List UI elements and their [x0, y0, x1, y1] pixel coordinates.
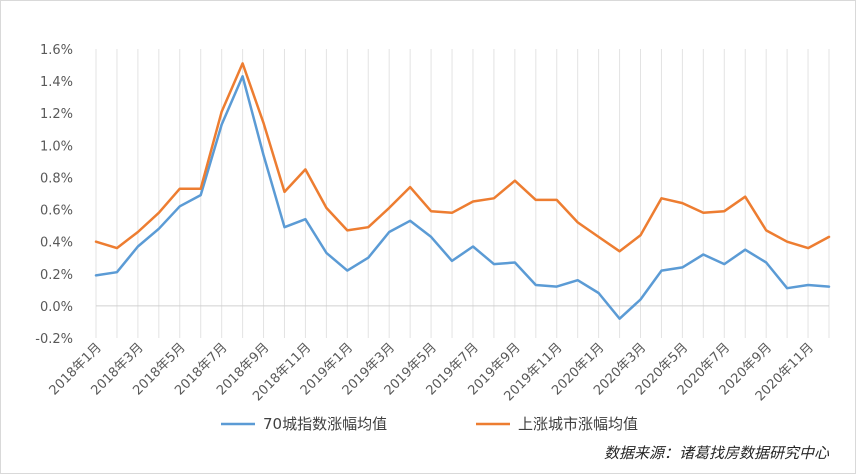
series-line-2	[94, 62, 831, 253]
legend-label-2: 上涨城市涨幅均值	[518, 415, 638, 433]
y-axis: -0.2% 0.0% 0.2% 0.4% 0.6% 0.8% 1.0% 1.2% 1.4% 1.6…	[35, 43, 73, 347]
y-tick-label: 0.8%	[40, 171, 73, 186]
legend-label-1: 70城指数涨幅均值	[263, 415, 387, 433]
series-line-1	[94, 75, 831, 320]
y-tick-label: 1.6%	[40, 43, 73, 58]
y-tick-label: 1.2%	[40, 107, 73, 122]
y-tick-label: 0.4%	[40, 236, 73, 251]
series-lines	[94, 62, 831, 320]
grid-lines	[95, 49, 830, 338]
y-tick-label: 0.2%	[40, 268, 73, 283]
y-tick-label: 0.0%	[40, 300, 73, 315]
x-axis: 2018年1月2018年3月2018年5月2018年7月2018年9月2018年…	[47, 305, 829, 404]
legend: 70城指数涨幅均值 上涨城市涨幅均值	[221, 415, 638, 433]
y-tick-label: -0.2%	[35, 332, 73, 347]
y-tick-label: 1.0%	[40, 139, 73, 154]
source-note: 数据来源：诸葛找房数据研究中心	[603, 444, 829, 462]
y-tick-label: 1.4%	[40, 75, 73, 90]
y-tick-label: 0.6%	[40, 204, 73, 219]
